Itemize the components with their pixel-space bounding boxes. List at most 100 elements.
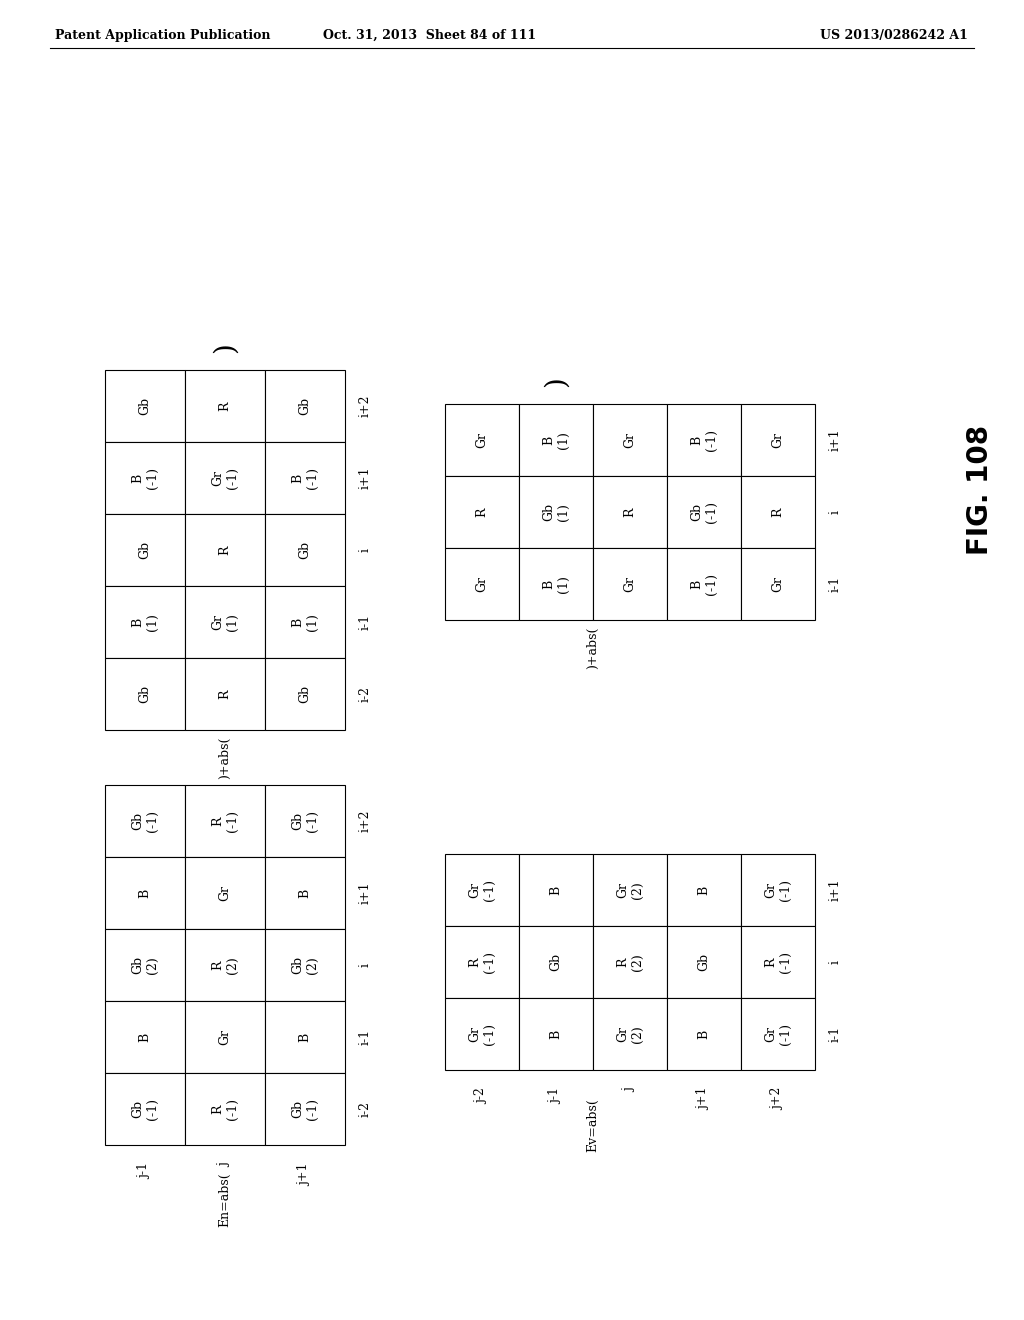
Bar xyxy=(185,1073,265,1144)
Text: Gb: Gb xyxy=(697,953,711,972)
Text: Gb: Gb xyxy=(550,953,562,972)
Text: i: i xyxy=(829,510,842,513)
Text: i+1: i+1 xyxy=(359,467,372,490)
Text: j-1: j-1 xyxy=(550,1088,562,1104)
Text: j-2: j-2 xyxy=(475,1088,488,1104)
Bar xyxy=(265,513,345,586)
Text: B: B xyxy=(299,1032,311,1041)
Bar xyxy=(185,785,265,857)
Text: US 2013/0286242 A1: US 2013/0286242 A1 xyxy=(820,29,968,41)
Bar xyxy=(265,785,345,857)
Bar xyxy=(185,370,265,442)
Text: i: i xyxy=(359,964,372,968)
Bar xyxy=(667,854,741,927)
Text: ): ) xyxy=(212,343,239,354)
Text: Patent Application Publication: Patent Application Publication xyxy=(55,29,270,41)
Text: B: B xyxy=(550,886,562,895)
Text: R
(2): R (2) xyxy=(616,953,644,972)
Text: Gr: Gr xyxy=(475,576,488,591)
Bar xyxy=(593,548,667,620)
Text: Gb
(-1): Gb (-1) xyxy=(291,810,319,832)
Bar xyxy=(185,513,265,586)
Bar xyxy=(593,998,667,1071)
Bar xyxy=(105,442,185,513)
Bar xyxy=(593,854,667,927)
Bar xyxy=(667,998,741,1071)
Text: B
(1): B (1) xyxy=(542,432,570,449)
Bar xyxy=(445,854,519,927)
Text: j+1: j+1 xyxy=(299,1163,311,1185)
Bar xyxy=(185,657,265,730)
Text: ): ) xyxy=(543,376,569,388)
Text: B: B xyxy=(697,886,711,895)
Text: Gr
(-1): Gr (-1) xyxy=(468,1023,496,1045)
Text: i-1: i-1 xyxy=(359,1028,372,1045)
Text: B
(-1): B (-1) xyxy=(690,429,718,451)
Text: Gr
(2): Gr (2) xyxy=(616,1026,644,1043)
Bar xyxy=(667,927,741,998)
Text: Gr: Gr xyxy=(771,576,784,591)
Text: Gb
(-1): Gb (-1) xyxy=(690,502,718,523)
Text: Gb: Gb xyxy=(138,397,152,414)
Bar xyxy=(105,785,185,857)
Text: Gr: Gr xyxy=(218,1030,231,1045)
Text: B
(-1): B (-1) xyxy=(291,467,319,488)
Text: Gr
(-1): Gr (-1) xyxy=(468,879,496,902)
Text: Gr
(2): Gr (2) xyxy=(616,882,644,899)
Text: j+2: j+2 xyxy=(771,1088,784,1110)
Bar xyxy=(105,857,185,929)
Text: Ev=abs(: Ev=abs( xyxy=(587,1098,599,1152)
Bar xyxy=(265,586,345,657)
Bar xyxy=(265,1073,345,1144)
Text: Gr: Gr xyxy=(771,432,784,447)
Text: Gb
(-1): Gb (-1) xyxy=(291,1098,319,1119)
Text: Gb
(1): Gb (1) xyxy=(542,503,570,521)
Bar xyxy=(445,477,519,548)
Text: En=abs(: En=abs( xyxy=(218,1172,231,1228)
Bar xyxy=(445,998,519,1071)
Bar xyxy=(741,548,815,620)
Text: j+1: j+1 xyxy=(697,1088,711,1110)
Text: R: R xyxy=(771,507,784,516)
Text: R
(-1): R (-1) xyxy=(764,950,792,973)
Text: B: B xyxy=(697,1030,711,1039)
Bar xyxy=(105,370,185,442)
Text: R
(-1): R (-1) xyxy=(211,1098,239,1119)
Text: Gb: Gb xyxy=(299,541,311,560)
Text: Gr
(-1): Gr (-1) xyxy=(764,1023,792,1045)
Text: FIG. 108: FIG. 108 xyxy=(966,425,994,556)
Text: Gb: Gb xyxy=(299,685,311,704)
Text: )+abs(: )+abs( xyxy=(587,627,599,669)
Text: i+1: i+1 xyxy=(829,879,842,902)
Text: Gr: Gr xyxy=(624,576,637,591)
Bar xyxy=(519,927,593,998)
Bar xyxy=(185,586,265,657)
Text: Gb: Gb xyxy=(138,685,152,704)
Text: Gb: Gb xyxy=(138,541,152,560)
Bar xyxy=(105,586,185,657)
Text: Gr: Gr xyxy=(624,432,637,447)
Bar xyxy=(741,998,815,1071)
Text: )+abs(: )+abs( xyxy=(218,737,231,779)
Text: i+1: i+1 xyxy=(829,429,842,451)
Bar xyxy=(519,998,593,1071)
Bar xyxy=(185,857,265,929)
Text: Gb
(2): Gb (2) xyxy=(131,956,159,974)
Bar xyxy=(445,927,519,998)
Bar xyxy=(265,657,345,730)
Text: R: R xyxy=(624,507,637,516)
Text: R: R xyxy=(475,507,488,516)
Text: B: B xyxy=(550,1030,562,1039)
Text: Gr
(1): Gr (1) xyxy=(211,612,239,631)
Text: Gb
(-1): Gb (-1) xyxy=(131,1098,159,1119)
Bar xyxy=(445,548,519,620)
Text: Gr
(-1): Gr (-1) xyxy=(211,467,239,488)
Text: R: R xyxy=(218,689,231,698)
Text: Gr: Gr xyxy=(218,884,231,902)
Bar xyxy=(265,442,345,513)
Text: B
(1): B (1) xyxy=(542,576,570,593)
Text: Gr
(-1): Gr (-1) xyxy=(764,879,792,902)
Bar xyxy=(265,370,345,442)
Bar xyxy=(105,657,185,730)
Bar xyxy=(667,404,741,477)
